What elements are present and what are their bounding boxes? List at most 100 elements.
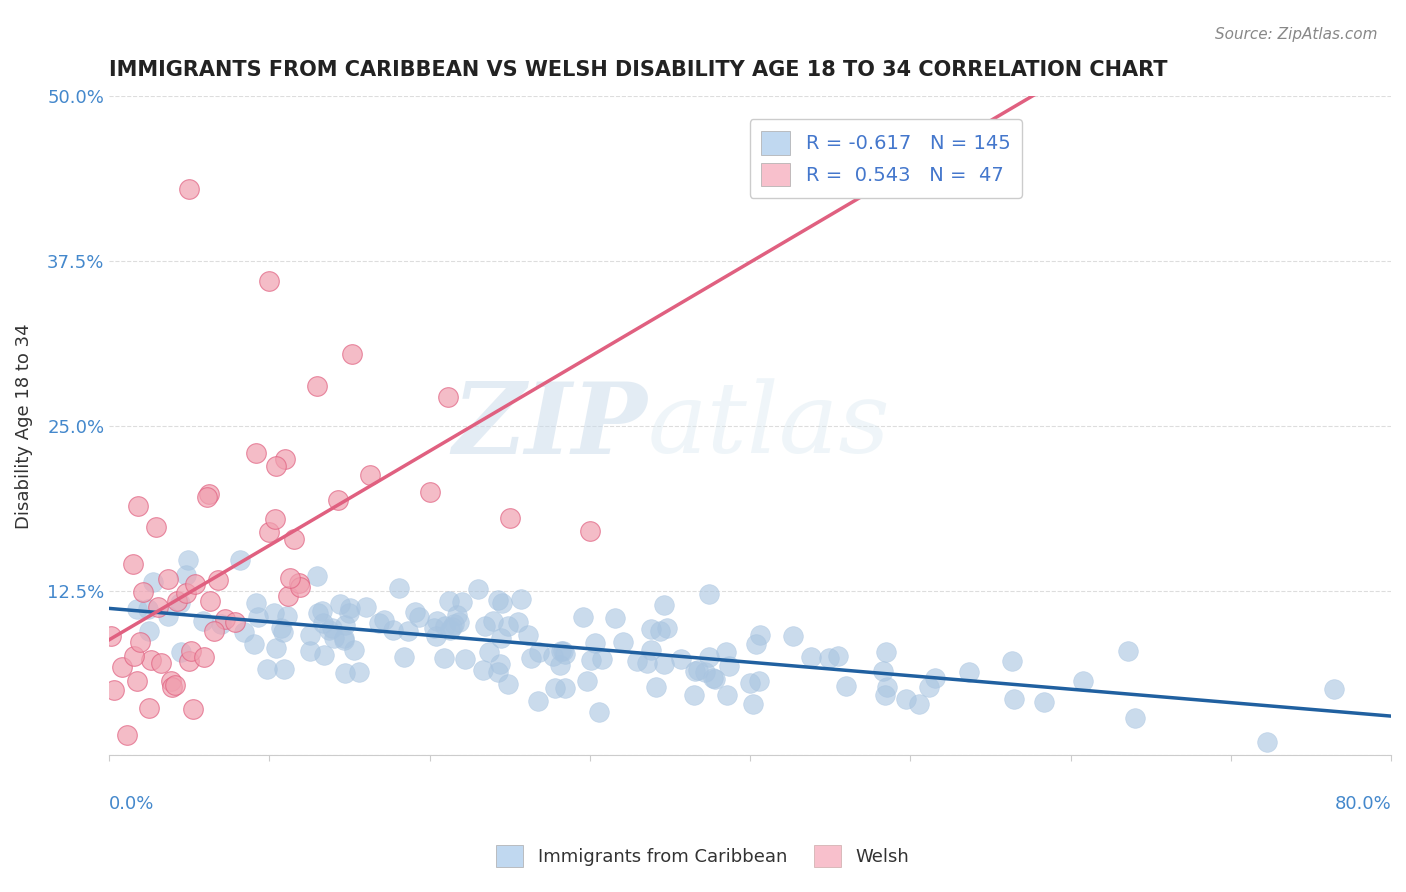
Point [115,728,138,742]
Point [572,609,595,624]
Point [419,484,441,499]
Point [396,624,419,639]
Point [718,658,741,673]
Point [579,524,602,539]
Point [636,657,658,671]
Point [671,652,693,666]
Point [491,631,513,645]
Point [818,650,841,665]
Point [138,701,160,715]
Point [1002,692,1025,706]
Point [311,615,333,630]
Point [682,688,704,702]
Point [740,676,762,690]
Point [467,582,489,596]
Point [298,628,321,642]
Point [184,577,207,591]
Point [748,674,770,689]
Point [1116,644,1139,658]
Point [329,597,352,611]
Point [443,616,465,631]
Point [288,581,311,595]
Point [342,643,364,657]
Point [264,512,287,526]
Point [259,274,281,288]
Point [333,631,356,645]
Point [149,656,172,670]
Point [471,663,494,677]
Point [277,589,299,603]
Point [347,665,370,680]
Point [554,647,576,661]
Point [451,595,474,609]
Point [744,637,766,651]
Point [198,593,221,607]
Point [245,446,267,460]
Point [176,568,198,582]
Point [307,606,329,620]
Point [111,660,134,674]
Point [697,587,720,601]
Point [1001,654,1024,668]
Point [908,697,931,711]
Text: atlas: atlas [648,378,890,474]
Point [103,682,125,697]
Point [333,666,356,681]
Point [305,569,328,583]
Point [311,604,333,618]
Point [124,648,146,663]
Point [243,637,266,651]
Point [197,487,219,501]
Point [510,591,533,606]
Point [131,585,153,599]
Point [139,653,162,667]
Point [1032,695,1054,709]
Point [924,671,946,685]
Point [434,619,457,633]
Text: IMMIGRANTS FROM CARIBBEAN VS WELSH DISABILITY AGE 18 TO 34 CORRELATION CHART: IMMIGRANTS FROM CARIBBEAN VS WELSH DISAB… [110,60,1167,79]
Point [176,553,198,567]
Point [520,651,543,665]
Point [553,644,575,658]
Point [422,621,444,635]
Legend: Immigrants from Caribbean, Welsh: Immigrants from Caribbean, Welsh [489,838,917,874]
Point [247,609,270,624]
Point [270,621,292,635]
Point [195,490,218,504]
Point [800,650,823,665]
Point [323,631,346,645]
Point [229,552,252,566]
Point [640,643,662,657]
Point [224,615,246,629]
Point [957,665,980,679]
Point [612,634,634,648]
Point [437,594,460,608]
Point [550,658,572,673]
Point [388,581,411,595]
Text: ZIP: ZIP [453,377,648,475]
Point [516,628,538,642]
Point [233,624,256,639]
Point [918,680,941,694]
Point [160,674,183,689]
Point [245,596,267,610]
Point [148,599,170,614]
Point [125,601,148,615]
Point [340,347,363,361]
Point [1071,674,1094,689]
Point [683,664,706,678]
Point [169,645,191,659]
Point [280,571,302,585]
Point [440,620,463,634]
Point [550,644,572,658]
Point [179,182,201,196]
Point [486,593,509,607]
Point [207,574,229,588]
Point [142,574,165,589]
Point [498,619,520,633]
Text: 0.0%: 0.0% [110,795,155,813]
Point [367,616,389,631]
Point [163,677,186,691]
Point [337,607,360,621]
Point [454,652,477,666]
